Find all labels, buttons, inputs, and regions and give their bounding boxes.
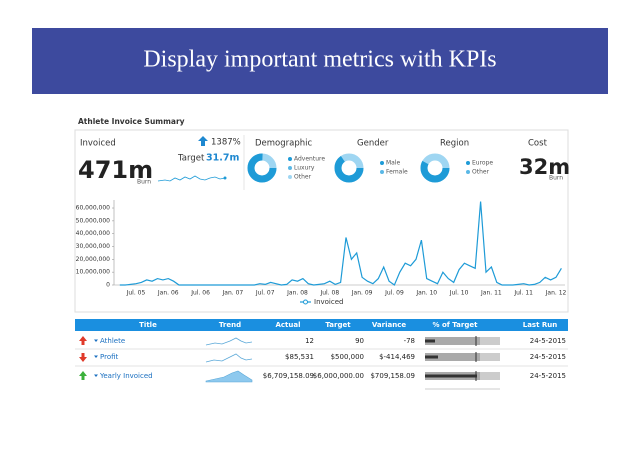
legend-dot [466, 170, 470, 174]
trend-area [205, 370, 253, 383]
target-value: 31.7m [206, 153, 239, 164]
dashboard [74, 106, 570, 394]
legend-dot [466, 161, 470, 165]
legend-dot [380, 161, 384, 165]
x-tick-label: Jul. 07 [255, 290, 275, 297]
x-tick-label: Jan. 11 [480, 290, 502, 297]
cell: $500,000 [331, 353, 364, 361]
x-tick-label: Jan. 07 [222, 290, 244, 297]
legend-label: Europe [472, 160, 493, 167]
x-tick-label: Jul. 09 [384, 290, 404, 297]
up-arrow [198, 136, 208, 146]
donut-segment [334, 153, 364, 183]
kpi-label: Region [440, 139, 469, 149]
column-header: % of Target [433, 321, 479, 329]
target-label: Target [177, 154, 205, 164]
column-header: Last Run [523, 321, 558, 329]
x-tick-label: Jan. 12 [545, 290, 567, 297]
kpi-value: 471m [78, 156, 153, 184]
kpi-label: Invoiced [80, 139, 116, 149]
cell: 24-5-2015 [530, 372, 566, 380]
donut-segment [420, 153, 450, 183]
column-header: Title [139, 321, 157, 329]
y-tick-label: 50,000,000 [76, 217, 111, 224]
x-tick-label: Jul. 05 [126, 290, 146, 297]
bullet-bars [425, 336, 500, 390]
cell: $6,000,000.00 [313, 372, 364, 380]
legend-label: Female [386, 169, 408, 176]
up-arrow [79, 336, 87, 345]
legend-dot [288, 175, 292, 179]
expand-caret [94, 374, 98, 377]
row-title: Profit [100, 353, 119, 361]
column-header: Trend [219, 321, 241, 329]
y-tick-label: 40,000,000 [76, 230, 111, 237]
column-header: Actual [275, 321, 300, 329]
cell: $6,709,158.09 [263, 372, 314, 380]
row-title: Athlete [100, 337, 125, 345]
cell: 24-5-2015 [530, 337, 566, 345]
kpi-label: Gender [357, 139, 389, 149]
legend-marker [303, 299, 308, 305]
cell: $85,531 [285, 353, 314, 361]
panel [74, 129, 569, 313]
kpi-label: Cost [528, 139, 548, 149]
x-tick-label: Jan. 10 [415, 290, 437, 297]
down-arrow [79, 353, 87, 362]
x-tick-label: Jan. 08 [286, 290, 308, 297]
dashboard-title: Athlete Invoice Summary [78, 117, 185, 126]
table: Title Trend Actual Target Variance % of Targe… [94, 321, 566, 380]
legend-label: Male [386, 160, 401, 167]
cell: -78 [404, 337, 415, 345]
legend-label: Adventure [294, 156, 325, 163]
y-tick-label: 60,000,000 [76, 205, 111, 212]
legend-dot [288, 166, 292, 170]
x-tick-label: Jul. 06 [190, 290, 210, 297]
y-tick-label: 0 [106, 282, 110, 289]
legend-label: Luxury [294, 165, 315, 172]
x-tick-label: Jul. 10 [449, 290, 469, 297]
cell: 24-5-2015 [530, 353, 566, 361]
cell: $709,158.09 [370, 372, 415, 380]
trend-sparkline [205, 337, 253, 346]
kpi-label: Demographic [255, 139, 312, 149]
x-tick-label: Jul. 08 [319, 290, 339, 297]
legend-dot [380, 170, 384, 174]
cell: $-414,469 [379, 353, 415, 361]
table-header [75, 319, 568, 331]
x-tick-label: Jan. 06 [157, 290, 179, 297]
y-tick-label: 20,000,000 [76, 256, 111, 263]
row-title: Yearly Invoiced [99, 372, 153, 380]
header-band [32, 28, 608, 94]
y-tick-label: 30,000,000 [76, 243, 111, 250]
trend-sparkline [205, 353, 253, 363]
header-title: Display important metrics with KPIs [143, 47, 496, 73]
legend-label: Invoiced [314, 298, 343, 306]
legend-label: Other [472, 169, 490, 176]
sparkline-dot [223, 176, 227, 180]
legend-label: Other [294, 174, 312, 181]
donut-segment [247, 153, 277, 183]
legend-dot [288, 157, 292, 161]
line-chart: 0 10,000,000 20,000,000 30,000,000 40,000,00… [76, 201, 567, 306]
x-tick-label: Jan. 09 [351, 290, 373, 297]
cell: 12 [305, 337, 314, 345]
up-arrow [79, 371, 87, 380]
column-header: Variance [372, 321, 406, 329]
x-tick-label: Jul. 11 [513, 290, 533, 297]
cell: 90 [355, 337, 364, 345]
y-tick-label: 10,000,000 [76, 269, 111, 276]
kpi-value: 32m [519, 155, 570, 179]
kpi-change: 1387% [211, 138, 241, 148]
column-header: Target [325, 321, 351, 329]
expand-caret [94, 355, 98, 358]
sparkline [157, 175, 226, 182]
expand-caret [94, 339, 98, 342]
kpi-burn: Burn [137, 179, 151, 186]
series-line [119, 201, 562, 286]
kpi-burn: Burn [549, 175, 563, 182]
